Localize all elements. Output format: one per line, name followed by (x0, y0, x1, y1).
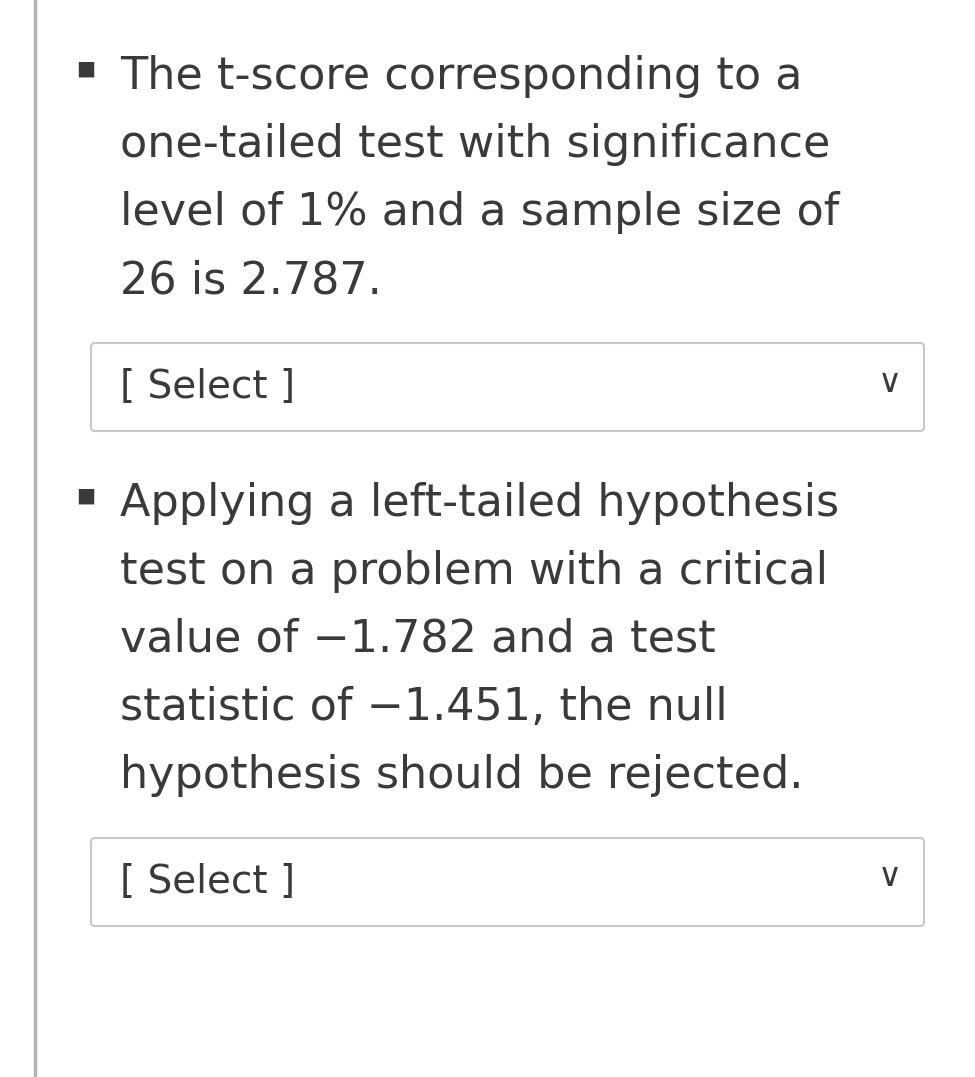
Text: ▪: ▪ (75, 55, 97, 84)
Text: ∨: ∨ (878, 365, 902, 398)
Text: test on a problem with a critical: test on a problem with a critical (120, 550, 828, 593)
Text: one-tailed test with significance: one-tailed test with significance (120, 123, 831, 166)
Text: The t-score corresponding to a: The t-score corresponding to a (120, 55, 802, 98)
Text: [ Select ]: [ Select ] (120, 368, 295, 406)
Text: [ Select ]: [ Select ] (120, 863, 295, 901)
Text: ∨: ∨ (878, 861, 902, 894)
Text: ▪: ▪ (75, 482, 97, 510)
FancyBboxPatch shape (91, 838, 924, 926)
Text: hypothesis should be rejected.: hypothesis should be rejected. (120, 754, 803, 797)
Text: value of −1.782 and a test: value of −1.782 and a test (120, 618, 716, 661)
Text: statistic of −1.451, the null: statistic of −1.451, the null (120, 686, 727, 729)
Text: Applying a left-tailed hypothesis: Applying a left-tailed hypothesis (120, 482, 839, 524)
FancyBboxPatch shape (91, 342, 924, 431)
Text: 26 is 2.787.: 26 is 2.787. (120, 258, 382, 302)
Text: level of 1% and a sample size of: level of 1% and a sample size of (120, 191, 839, 234)
